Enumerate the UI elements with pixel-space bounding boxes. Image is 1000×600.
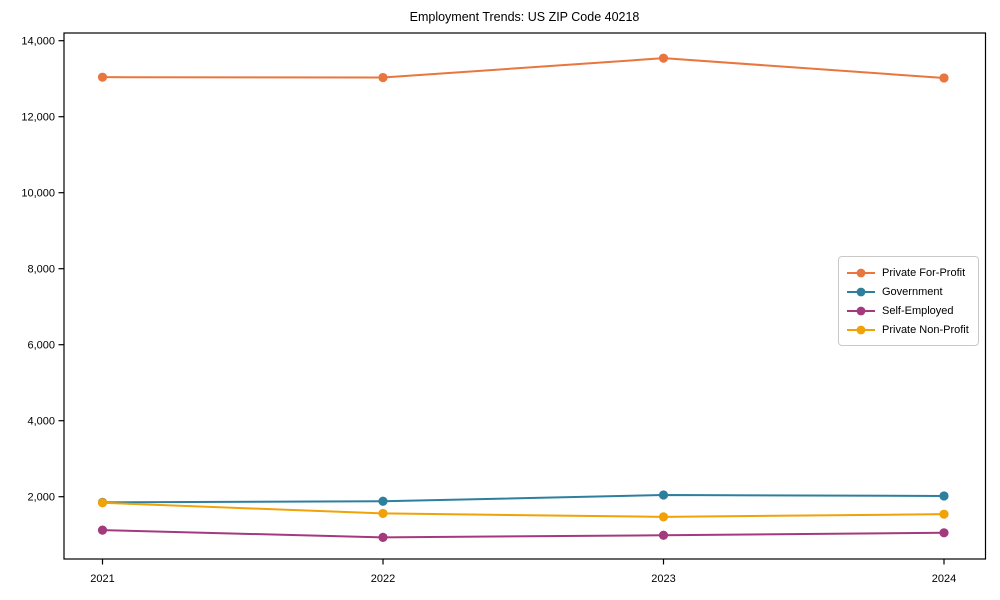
series-line-self-employed (101, 529, 945, 539)
y-tick-label: 12,000 (21, 112, 55, 124)
series-marker-private-for-profit (658, 53, 669, 63)
chart-legend: Private For-Profit Government Self-Employe… (838, 256, 979, 346)
series-marker-government (378, 496, 388, 506)
legend-marker-icon (847, 268, 875, 277)
series-marker-private-non-profit (378, 508, 388, 519)
series-line-private-for-profit (101, 57, 945, 79)
y-tick-label: 2,000 (27, 492, 55, 504)
series-marker-private-for-profit (378, 72, 388, 83)
legend-label: Government (882, 285, 943, 298)
x-tick-label: 2023 (651, 573, 675, 585)
series-marker-self-employed (378, 532, 388, 542)
legend-item-government: Government (846, 282, 970, 301)
legend-label: Private Non-Profit (882, 323, 969, 336)
legend-item-private-for-profit: Private For-Profit (846, 263, 970, 282)
y-tick-label: 8,000 (27, 264, 55, 276)
legend-marker-icon (847, 287, 875, 296)
legend-item-self-employed: Self-Employed (846, 301, 970, 320)
legend-item-private-non-profit: Private Non-Profit (846, 320, 970, 339)
y-tick-label: 14,000 (21, 36, 55, 48)
series-line-private-non-profit (101, 501, 945, 518)
y-tick-label: 4,000 (27, 416, 55, 428)
legend-label: Self-Employed (882, 304, 954, 317)
series-marker-private-non-profit (658, 512, 669, 522)
series-marker-private-for-profit (939, 73, 949, 83)
x-tick-label: 2022 (371, 573, 395, 585)
series-marker-private-for-profit (97, 72, 108, 82)
chart-title: Employment Trends: US ZIP Code 40218 (409, 10, 640, 24)
x-tick-label: 2024 (932, 573, 956, 585)
plot-frame (63, 32, 987, 560)
series-marker-government (939, 491, 949, 501)
y-tick-label: 10,000 (21, 188, 55, 200)
series-marker-self-employed (939, 528, 949, 538)
series-marker-self-employed (97, 525, 108, 535)
legend-marker-icon (847, 325, 875, 334)
series-marker-government (658, 490, 669, 500)
legend-marker-icon (847, 306, 875, 315)
series-marker-private-non-profit (939, 509, 949, 519)
y-tick-label: 6,000 (27, 340, 55, 352)
legend-label: Private For-Profit (882, 266, 966, 279)
series-line-government (101, 493, 945, 504)
series-marker-self-employed (658, 530, 669, 540)
series-marker-private-non-profit (97, 498, 108, 508)
x-tick-label: 2021 (90, 573, 114, 585)
